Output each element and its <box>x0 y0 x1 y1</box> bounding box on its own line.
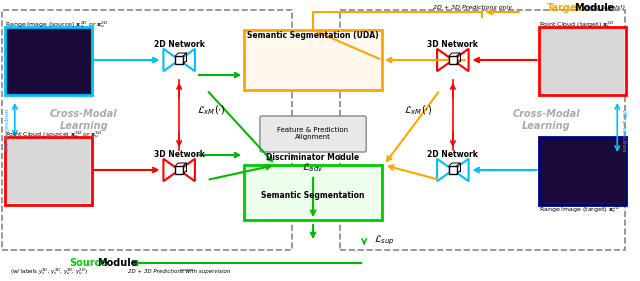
Text: 2D + 3D Predictions only: 2D + 3D Predictions only <box>433 6 512 10</box>
Text: 3D Network: 3D Network <box>154 150 205 159</box>
FancyBboxPatch shape <box>540 27 626 95</box>
Text: Source: Source <box>69 258 107 268</box>
Text: 2D Network: 2D Network <box>154 40 205 49</box>
Polygon shape <box>179 49 195 71</box>
Text: Range Image (target) $\mathbf{x}_t^{2D}$: Range Image (target) $\mathbf{x}_t^{2D}$ <box>540 205 621 216</box>
Text: (w/ labels $y_s^{3D}$, $y_s^{2D}$, $y_u^{3D}$, $y_u^{2D}$): (w/ labels $y_s^{3D}$, $y_s^{2D}$, $y_u^… <box>10 267 88 277</box>
Text: Range Image (source) $\mathbf{x}_s^{2D}$ or $\mathbf{x}_u^{2D}$: Range Image (source) $\mathbf{x}_s^{2D}$… <box>5 20 109 30</box>
Text: Semantic Segmentation: Semantic Segmentation <box>261 191 365 200</box>
Text: Cross-Modal
Learning: Cross-Modal Learning <box>50 109 118 131</box>
Text: (w/o labels!): (w/o labels!) <box>586 6 625 10</box>
FancyBboxPatch shape <box>260 116 366 152</box>
Text: Semantic Segmentation (UDA): Semantic Segmentation (UDA) <box>247 31 379 40</box>
Polygon shape <box>453 49 468 71</box>
FancyBboxPatch shape <box>449 166 457 174</box>
Polygon shape <box>179 159 195 181</box>
Text: $\mathcal{L}_{xM}(\cdot)$: $\mathcal{L}_{xM}(\cdot)$ <box>197 103 226 117</box>
Polygon shape <box>163 159 179 181</box>
Text: Point Cloud (source) $\mathbf{x}_s^{3D}$ or $\mathbf{x}_u^{3D}$: Point Cloud (source) $\mathbf{x}_s^{3D}$… <box>5 130 102 140</box>
FancyBboxPatch shape <box>541 29 624 93</box>
Polygon shape <box>437 159 453 181</box>
Text: Module: Module <box>97 258 138 268</box>
Text: $\mathcal{L}_{xM}(\cdot)$: $\mathcal{L}_{xM}(\cdot)$ <box>404 103 433 117</box>
FancyBboxPatch shape <box>244 30 382 90</box>
Text: Feature & Prediction
Alignment: Feature & Prediction Alignment <box>278 128 349 140</box>
FancyBboxPatch shape <box>540 137 626 205</box>
Polygon shape <box>437 49 453 71</box>
FancyBboxPatch shape <box>541 139 624 203</box>
FancyBboxPatch shape <box>7 139 90 203</box>
Text: $\mathcal{L}_{sup}$: $\mathcal{L}_{sup}$ <box>374 233 394 247</box>
FancyBboxPatch shape <box>5 27 92 95</box>
Polygon shape <box>453 159 468 181</box>
Text: Cross-Modal
Learning: Cross-Modal Learning <box>513 109 580 131</box>
Text: 3D Network: 3D Network <box>428 40 478 49</box>
FancyBboxPatch shape <box>175 166 183 174</box>
Text: $\mathcal{L}_{adv}$: $\mathcal{L}_{adv}$ <box>302 162 324 175</box>
FancyBboxPatch shape <box>244 165 382 220</box>
Text: Module: Module <box>574 3 614 13</box>
FancyBboxPatch shape <box>175 56 183 64</box>
Text: Target: Target <box>547 3 582 13</box>
Text: 2D projection: 2D projection <box>621 109 626 151</box>
Text: 2D Network: 2D Network <box>428 150 478 159</box>
FancyBboxPatch shape <box>7 29 90 93</box>
Polygon shape <box>163 49 179 71</box>
Text: 2D + 3D Predictions with supervision: 2D + 3D Predictions with supervision <box>128 269 230 275</box>
FancyBboxPatch shape <box>449 56 457 64</box>
FancyBboxPatch shape <box>5 137 92 205</box>
Text: Point Cloud (target) $\mathbf{x}_t^{3D}$: Point Cloud (target) $\mathbf{x}_t^{3D}$ <box>540 20 615 30</box>
Text: Discriminator Module: Discriminator Module <box>266 153 360 162</box>
Text: 2D projection: 2D projection <box>5 109 10 151</box>
